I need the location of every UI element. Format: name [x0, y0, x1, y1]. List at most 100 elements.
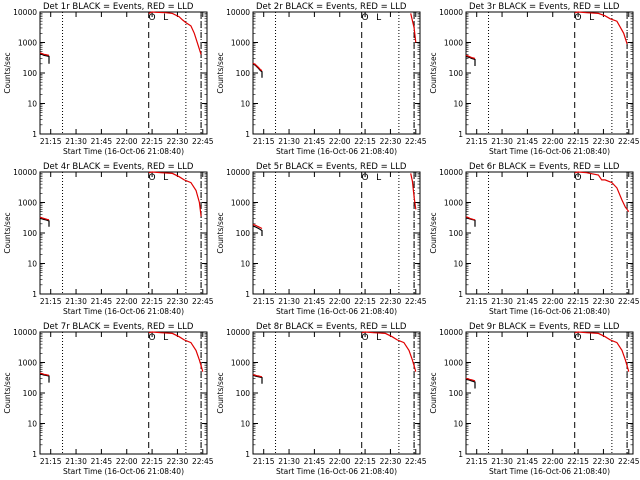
series-line-events: [39, 373, 50, 383]
x-tick-label: 21:30: [491, 297, 513, 306]
chart-panel-2: Det 2r BLACK = Events, RED = LLD 1 10 100 10…: [216, 2, 426, 156]
x-tick-label: 22:15: [354, 457, 376, 466]
x-tick-label: 21:15: [466, 297, 488, 306]
chart-panel-4: Det 4r BLACK = Events, RED = LLD 1 10 100 10…: [3, 162, 213, 316]
x-tick-label: 21:15: [466, 137, 488, 146]
y-axis-label: Counts/sec: [216, 52, 225, 93]
series-line-lld: [252, 223, 263, 230]
x-tick-label: 22:30: [167, 297, 189, 306]
annotation-label: L: [376, 13, 381, 23]
y-tick-label: 1: [32, 130, 37, 139]
x-tick-label: 21:30: [65, 137, 87, 146]
y-tick-label: 10000: [13, 168, 37, 177]
y-tick-label: 10000: [13, 8, 37, 17]
plot-frame: [252, 171, 421, 295]
x-tick-label: 21:15: [40, 137, 62, 146]
y-tick-label: 10: [240, 260, 250, 269]
annotation-label: O: [575, 13, 582, 23]
y-tick-label: 10000: [13, 328, 37, 337]
x-axis-label: Start Time (16-Oct-06 21:08:40): [276, 307, 397, 316]
series-line-lld: [574, 331, 630, 372]
x-tick-label: 22:15: [567, 457, 589, 466]
y-tick-label: 10: [453, 420, 463, 429]
y-tick-label: 100: [236, 389, 251, 398]
x-tick-label: 21:15: [253, 137, 275, 146]
x-tick-label: 21:45: [517, 297, 539, 306]
plot-frame: [465, 171, 634, 295]
x-tick-label: 21:30: [491, 137, 513, 146]
x-tick-label: 22:00: [329, 137, 351, 146]
x-tick-label: 21:15: [253, 457, 275, 466]
x-tick-label: 22:30: [593, 137, 615, 146]
x-tick-label: 22:30: [167, 457, 189, 466]
y-tick-label: 10000: [226, 168, 250, 177]
x-tick-label: 21:30: [278, 457, 300, 466]
y-tick-label: 1000: [444, 199, 463, 208]
annotation-label: O: [362, 13, 369, 23]
x-tick-label: 22:00: [329, 297, 351, 306]
series-line-lld: [465, 377, 476, 382]
series-line-lld: [39, 216, 50, 221]
y-tick-label: 100: [236, 229, 251, 238]
annotation-label: O: [575, 173, 582, 183]
y-tick-label: 1: [32, 450, 37, 459]
y-tick-label: 1000: [18, 199, 37, 208]
x-tick-label: 21:45: [304, 457, 326, 466]
series-line-events: [39, 53, 50, 64]
x-axis-label: Start Time (16-Oct-06 21:08:40): [63, 307, 184, 316]
annotation-label: L: [589, 173, 594, 183]
x-tick-label: 21:45: [91, 137, 113, 146]
x-tick-label: 22:15: [141, 457, 163, 466]
y-axis-label: Counts/sec: [429, 52, 438, 93]
series-line-lld: [252, 62, 263, 72]
x-tick-label: 22:30: [380, 457, 402, 466]
x-axis-label: Start Time (16-Oct-06 21:08:40): [63, 147, 184, 156]
y-tick-label: 100: [449, 229, 464, 238]
x-tick-label: 22:30: [167, 137, 189, 146]
y-tick-label: 10: [240, 420, 250, 429]
series-line-lld: [148, 171, 202, 217]
x-tick-label: 21:15: [466, 457, 488, 466]
x-axis-label: Start Time (16-Oct-06 21:08:40): [276, 467, 397, 476]
y-tick-label: 100: [23, 389, 38, 398]
chart-panel-6: Det 6r BLACK = Events, RED = LLD 1 10 100 10…: [429, 162, 639, 316]
x-axis-label: Start Time (16-Oct-06 21:08:40): [489, 307, 610, 316]
x-tick-label: 21:15: [40, 297, 62, 306]
annotation-label: L: [376, 333, 381, 343]
x-tick-label: 22:15: [354, 297, 376, 306]
y-tick-label: 1: [32, 290, 37, 299]
y-tick-label: 10: [27, 260, 37, 269]
x-tick-label: 22:00: [329, 457, 351, 466]
y-tick-label: 10: [27, 420, 37, 429]
x-tick-label: 21:15: [253, 297, 275, 306]
y-tick-label: 1: [458, 290, 463, 299]
y-tick-label: 100: [23, 229, 38, 238]
series-line-lld: [465, 216, 476, 221]
x-tick-label: 22:15: [354, 137, 376, 146]
chart-title: Det 7r BLACK = Events, RED = LLD: [43, 322, 194, 332]
x-tick-label: 21:45: [91, 457, 113, 466]
y-tick-label: 10000: [226, 328, 250, 337]
plot-frame: [465, 11, 634, 135]
y-axis-label: Counts/sec: [3, 212, 12, 253]
y-tick-label: 10: [453, 100, 463, 109]
x-tick-label: 22:00: [116, 137, 138, 146]
y-tick-label: 1: [458, 450, 463, 459]
y-tick-label: 1000: [18, 359, 37, 368]
x-tick-label: 22:00: [116, 297, 138, 306]
chart-title: Det 1r BLACK = Events, RED = LLD: [43, 2, 194, 12]
series-line-lld: [410, 13, 417, 43]
x-axis-label: Start Time (16-Oct-06 21:08:40): [489, 147, 610, 156]
annotation-label: L: [589, 333, 594, 343]
annotation-label: O: [575, 333, 582, 343]
y-axis-label: Counts/sec: [3, 372, 12, 413]
annotation-label: L: [163, 173, 168, 183]
x-axis-label: Start Time (16-Oct-06 21:08:40): [489, 467, 610, 476]
chart-panel-8: Det 8r BLACK = Events, RED = LLD 1 10 100 10…: [216, 322, 426, 476]
y-axis-label: Counts/sec: [429, 372, 438, 413]
x-tick-label: 21:15: [40, 457, 62, 466]
y-tick-label: 10000: [439, 168, 463, 177]
x-tick-label: 22:30: [593, 297, 615, 306]
x-tick-label: 22:15: [141, 137, 163, 146]
